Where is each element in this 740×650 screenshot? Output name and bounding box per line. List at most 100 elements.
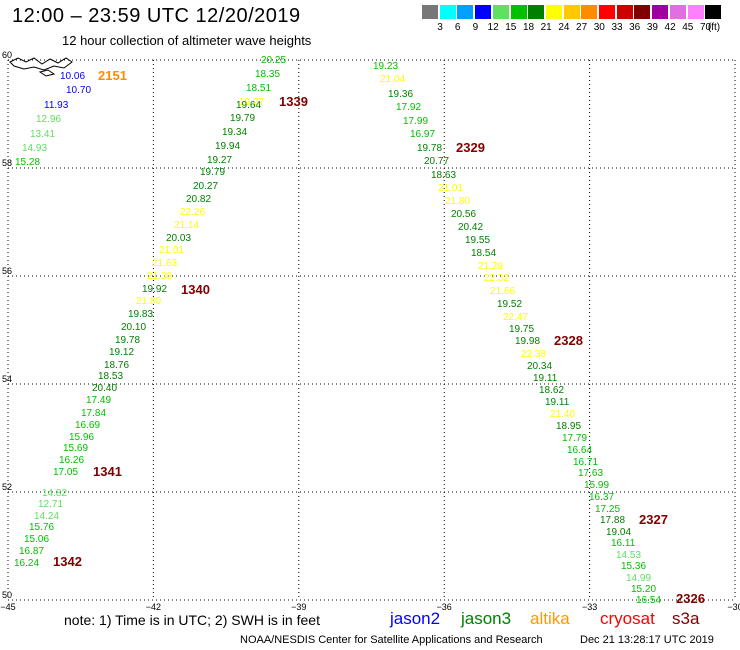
wave-height-value: 20.10: [121, 322, 146, 333]
wave-height-value: 20.25: [261, 55, 286, 66]
wave-height-value: 17.49: [86, 395, 111, 406]
pass-time-label: 2151: [98, 68, 127, 83]
wave-height-value: 20.42: [458, 222, 483, 233]
scale-label: 24: [558, 22, 570, 33]
wave-height-value: 16.24: [14, 558, 39, 569]
credit-text: NOAA/NESDIS Center for Satellite Applica…: [240, 634, 543, 646]
pass-time-label: 1340: [181, 282, 210, 297]
wave-height-value: 15.28: [15, 157, 40, 168]
wave-height-value: 21.66: [490, 286, 515, 297]
wave-height-value: 17.99: [403, 116, 428, 127]
wave-height-value: 10.06: [60, 71, 85, 82]
pass-time-label: 1342: [53, 554, 82, 569]
wave-height-value: 14.93: [22, 143, 47, 154]
scale-label: 36: [629, 22, 641, 33]
wave-height-value: 17.92: [396, 102, 421, 113]
wave-height-value: 17.79: [562, 433, 587, 444]
scale-label: 33: [611, 22, 623, 33]
wave-height-value: 17.05: [53, 467, 78, 478]
wave-height-value: 13.41: [30, 129, 55, 140]
scale-swatch: [687, 5, 704, 19]
wave-height-value: 21.38: [147, 271, 172, 282]
wave-height-value: 20.82: [186, 194, 211, 205]
wave-height-value: 18.54: [471, 248, 496, 259]
wave-height-value: 17.88: [600, 515, 625, 526]
map-title: 12:00 – 23:59 UTC 12/20/2019: [12, 5, 301, 27]
scale-swatch: [439, 5, 456, 19]
wave-height-value: 16.37: [589, 492, 614, 503]
scale-label: 9: [472, 22, 479, 33]
wave-height-value: 22.26: [180, 207, 205, 218]
pass-time-label: 2329: [456, 140, 485, 155]
satellite-jason2: jason2: [390, 609, 441, 628]
scale-swatch: [705, 5, 722, 19]
wave-height-value: 19.55: [465, 235, 490, 246]
wave-height-value: 21.14: [174, 220, 199, 231]
wave-height-value: 15.06: [24, 534, 49, 545]
scale-swatch: [492, 5, 509, 19]
wave-height-value: 19.79: [200, 167, 225, 178]
wave-height-value: 16.54: [636, 595, 661, 606]
wave-height-value: 15.76: [29, 522, 54, 533]
scale-label: 27: [576, 22, 588, 33]
altimeter-map: 60 58 56 54 52 50 −45 −42 −39 −36 −33 −30 10.06 10.7…: [0, 50, 740, 612]
wave-height-value: 19.27: [207, 155, 232, 166]
wave-height-value: 17.25: [595, 504, 620, 515]
wave-height-value: 21.29: [478, 261, 503, 272]
wave-height-value: 19.64: [236, 100, 261, 111]
scale-swatch: [475, 5, 492, 19]
satellite-altika: altika: [530, 609, 570, 628]
wave-height-value: 22.47: [503, 312, 528, 323]
wave-height-value: 19.12: [109, 347, 134, 358]
wave-height-value: 18.35: [255, 69, 280, 80]
wave-height-value: 19.23: [373, 61, 398, 72]
wave-height-value: 21.80: [445, 196, 470, 207]
satellite-s3a: s3a: [672, 609, 700, 628]
satellite-cryosat: cryosat: [600, 609, 655, 628]
wave-height-value: 16.71: [573, 457, 598, 468]
wave-height-value: 15.69: [63, 443, 88, 454]
pass-time-label: 1341: [93, 464, 122, 479]
wave-height-value: 19.11: [545, 397, 570, 408]
wave-height-value: 19.78: [115, 335, 140, 346]
wave-height-value: 21.01: [438, 183, 463, 194]
lon-label: −45: [0, 602, 15, 612]
wave-height-value: 11.93: [44, 100, 69, 111]
wave-height-value: 15.36: [621, 561, 646, 572]
scale-swatch: [528, 5, 545, 19]
scale-swatch: [581, 5, 598, 19]
wave-height-value: 16.26: [59, 455, 84, 466]
wave-height-value: 20.34: [527, 361, 552, 372]
map-subtitle: 12 hour collection of altimeter wave hei…: [62, 33, 312, 48]
scale-swatch: [669, 5, 686, 19]
scale-label: 12: [487, 22, 499, 33]
scale-label: 70: [699, 22, 712, 33]
wave-height-value: 20.56: [451, 209, 476, 220]
wave-height-value: 19.36: [388, 89, 413, 100]
wave-height-value: 19.79: [230, 113, 255, 124]
wave-height-value: 16.64: [567, 445, 592, 456]
lat-label: 60: [2, 50, 12, 60]
wave-height-value: 14.24: [34, 511, 59, 522]
lat-lon-grid: 60 58 56 54 52 50 −45 −42 −39 −36 −33 −30: [0, 50, 740, 612]
scale-label: 18: [522, 22, 535, 33]
lon-label: −36: [437, 602, 452, 612]
lat-label: 58: [2, 158, 12, 168]
scale-label: 42: [664, 22, 676, 33]
scale-swatch: [545, 5, 562, 19]
wave-height-value: 14.53: [616, 550, 641, 561]
pass-time-label: 2328: [554, 333, 583, 348]
scale-label: 6: [454, 22, 461, 33]
wave-height-value: 19.34: [222, 127, 247, 138]
lon-label: −33: [582, 602, 597, 612]
scale-swatch: [634, 5, 651, 19]
scale-label: 3: [437, 22, 443, 33]
wave-height-value: 17.84: [81, 408, 106, 419]
wave-height-labels: 10.06 10.70 11.93 12.96 13.41 14.93 15.28 2151 2…: [14, 55, 705, 606]
wave-height-value: 19.98: [515, 336, 540, 347]
wave-height-value: 21.01: [159, 245, 184, 256]
wave-height-value: 22.32: [484, 273, 509, 284]
wave-height-value: 21.40: [550, 409, 575, 420]
wave-height-value: 15.96: [69, 432, 94, 443]
scale-swatch: [510, 5, 527, 19]
